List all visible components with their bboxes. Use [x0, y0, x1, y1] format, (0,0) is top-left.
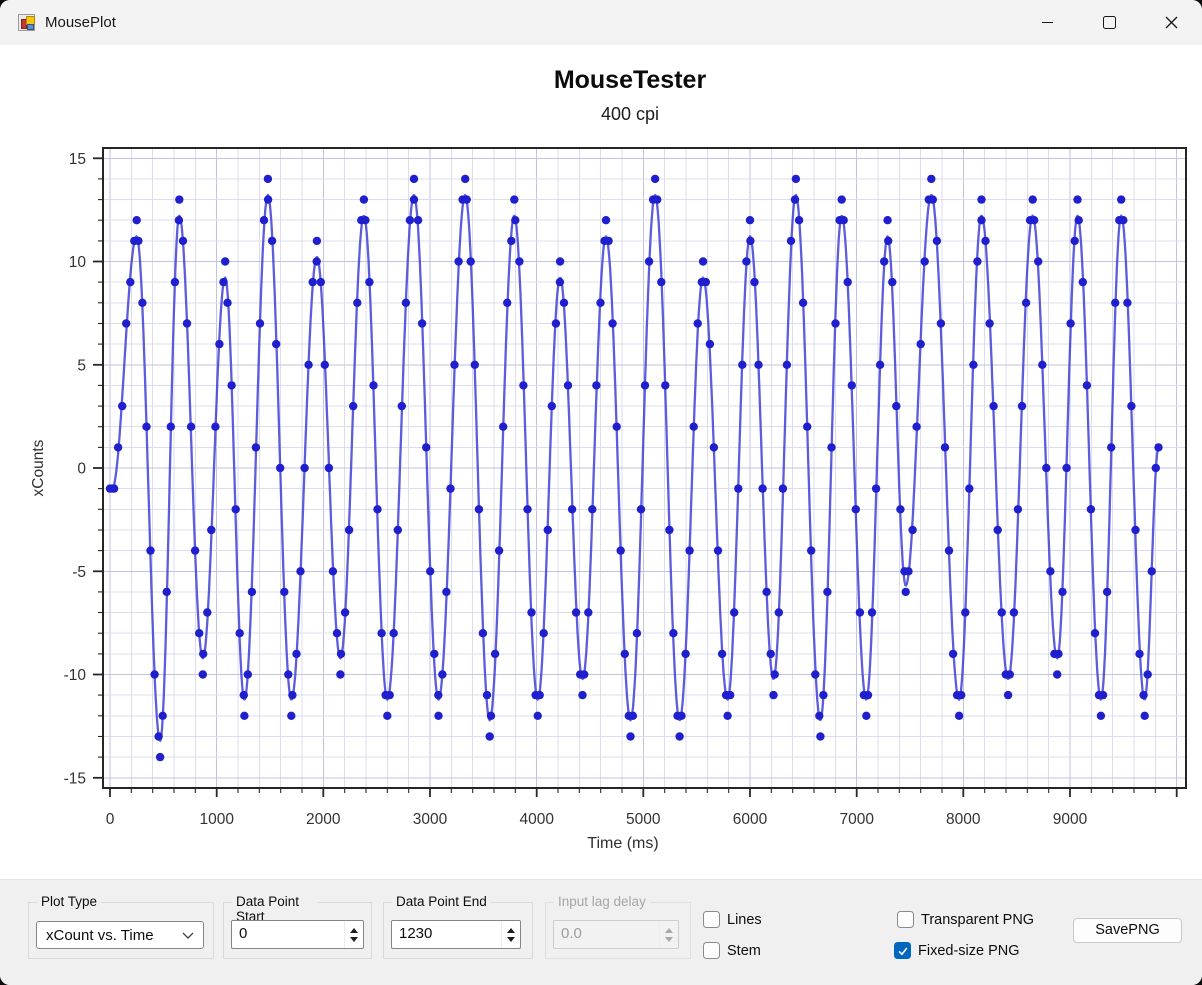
svg-text:5: 5: [77, 357, 86, 374]
stem-checkbox-label: Stem: [727, 942, 761, 959]
stem-checkbox[interactable]: [703, 942, 720, 959]
spin-up-icon: [665, 927, 673, 933]
y-axis-label: xCounts: [30, 439, 47, 497]
data-point-start-value: 0: [239, 925, 248, 942]
fixed-size-png-checkbox-label: Fixed-size PNG: [918, 942, 1020, 959]
data-point-end-value: 1230: [399, 925, 433, 942]
app-icon-blue-square: [27, 24, 34, 30]
svg-text:-5: -5: [72, 564, 86, 581]
minimize-icon: [1041, 21, 1053, 24]
fixed-size-png-checkbox[interactable]: [894, 942, 911, 959]
svg-text:4000: 4000: [519, 811, 554, 828]
lines-checkbox-label: Lines: [727, 911, 762, 928]
svg-text:6000: 6000: [733, 811, 768, 828]
svg-text:0: 0: [77, 461, 86, 478]
data-point-end-group-label: Data Point End: [392, 894, 491, 909]
check-icon: [898, 946, 907, 955]
data-point-start-group-label: Data Point Start: [232, 894, 318, 924]
svg-text:9000: 9000: [1053, 811, 1088, 828]
titlebar: MousePlot: [0, 0, 1202, 45]
app-icon: [18, 14, 35, 31]
plot-type-dropdown[interactable]: xCount vs. Time: [36, 921, 204, 949]
plot-type-group-label: Plot Type: [37, 894, 102, 909]
window-controls: [1016, 0, 1202, 45]
transparent-png-checkbox-label: Transparent PNG: [921, 911, 1035, 928]
maximize-button[interactable]: [1078, 0, 1140, 45]
svg-text:7000: 7000: [839, 811, 874, 828]
input-lag-delay-value: 0.0: [561, 925, 582, 942]
svg-text:8000: 8000: [946, 811, 981, 828]
fixed-size-png-checkbox-row[interactable]: Fixed-size PNG: [894, 942, 1020, 959]
close-button[interactable]: [1140, 0, 1202, 45]
svg-text:-15: -15: [64, 770, 86, 787]
input-lag-delay-stepper: 0.0: [553, 920, 679, 949]
chart-title: MouseTester: [553, 66, 707, 94]
lines-checkbox[interactable]: [703, 911, 720, 928]
lines-checkbox-row[interactable]: Lines: [703, 911, 762, 928]
input-lag-delay-spin-buttons: [659, 921, 678, 948]
chart-subtitle: 400 cpi: [600, 104, 660, 124]
spin-down-icon: [350, 936, 358, 942]
svg-text:-10: -10: [64, 667, 87, 684]
close-icon: [1165, 16, 1177, 29]
minimize-button[interactable]: [1016, 0, 1078, 45]
spin-up-icon: [507, 927, 515, 933]
control-panel: Plot Type xCount vs. Time Data Point Sta…: [0, 879, 1202, 985]
svg-text:1000: 1000: [199, 811, 234, 828]
window-title: MousePlot: [45, 14, 116, 31]
spin-down-icon: [665, 936, 673, 942]
data-point-end-spin-buttons[interactable]: [501, 921, 520, 948]
transparent-png-checkbox-row[interactable]: Transparent PNG: [897, 911, 1034, 928]
plot-type-selected-value: xCount vs. Time: [46, 926, 154, 944]
svg-text:0: 0: [106, 811, 115, 828]
stem-checkbox-row[interactable]: Stem: [703, 942, 761, 959]
transparent-png-checkbox[interactable]: [897, 911, 914, 928]
data-point-start-stepper[interactable]: 0: [231, 920, 364, 949]
maximize-icon: [1102, 16, 1116, 29]
chevron-down-icon: [182, 932, 194, 939]
spin-down-icon: [507, 936, 515, 942]
data-point-end-stepper[interactable]: 1230: [391, 920, 521, 949]
svg-text:2000: 2000: [306, 811, 341, 828]
svg-text:10: 10: [69, 254, 87, 271]
input-lag-delay-group-label: Input lag delay: [554, 894, 650, 909]
svg-text:15: 15: [69, 151, 86, 168]
spin-up-icon: [350, 927, 358, 933]
save-png-button[interactable]: SavePNG: [1073, 918, 1182, 943]
x-axis-label: Time (ms): [587, 835, 659, 852]
svg-text:5000: 5000: [626, 811, 661, 828]
data-point-start-spin-buttons[interactable]: [344, 921, 363, 948]
svg-text:3000: 3000: [413, 811, 448, 828]
